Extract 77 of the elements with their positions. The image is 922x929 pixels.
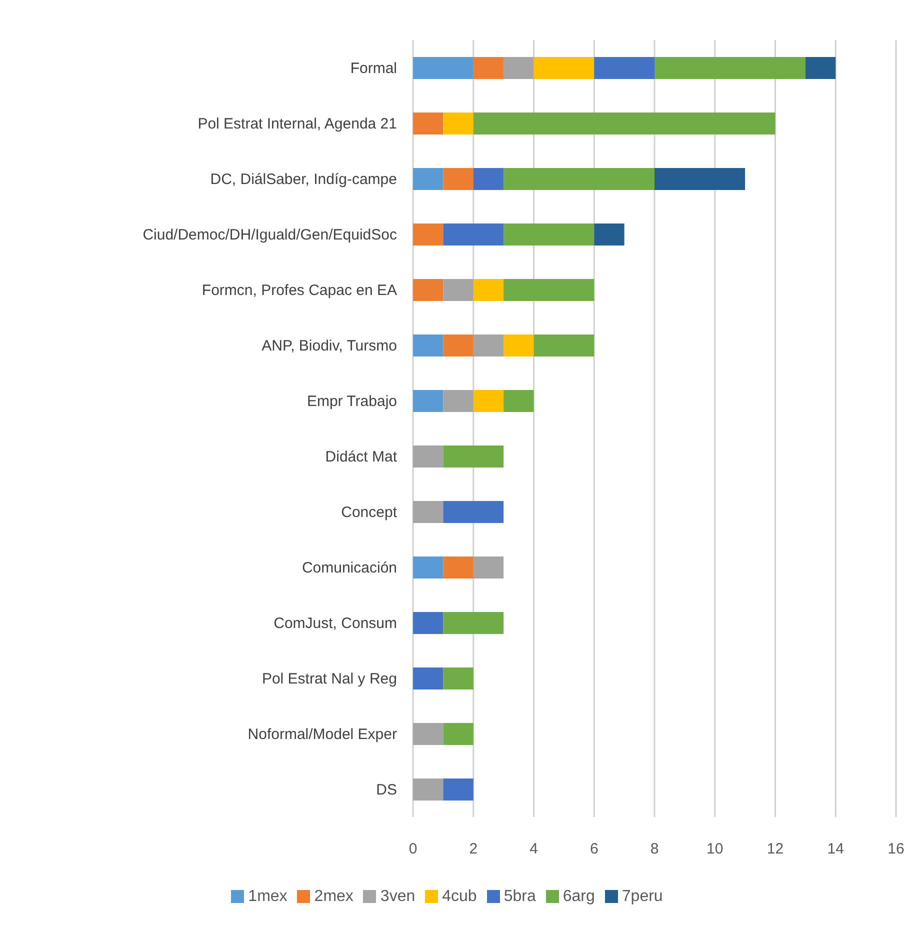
bar <box>443 556 474 578</box>
bar <box>534 334 594 356</box>
bar <box>443 501 504 523</box>
bar <box>413 501 444 523</box>
y-tick-label: Pol Estrat Internal, Agenda 21 <box>198 116 397 133</box>
bar <box>594 57 654 79</box>
legend-label: 6arg <box>562 888 595 905</box>
bar <box>504 279 594 301</box>
bar <box>443 279 474 301</box>
x-tick-label: 6 <box>590 840 598 858</box>
bar <box>504 390 534 412</box>
y-tick-label: Noformal/Model Exper <box>248 726 397 744</box>
bar <box>654 168 746 190</box>
bar <box>413 612 444 634</box>
bar <box>504 334 534 356</box>
bar <box>413 778 444 800</box>
y-tick-label: Pol Estrat Nal y Reg <box>262 670 397 688</box>
bar <box>594 224 624 246</box>
bar <box>473 390 504 412</box>
bar <box>443 334 474 356</box>
bar <box>473 334 504 356</box>
bar <box>443 390 474 412</box>
bar <box>443 778 474 800</box>
bar <box>413 390 444 412</box>
y-tick-label: Concept <box>341 504 398 522</box>
x-tick-label: 16 <box>888 840 904 858</box>
legend-label: 1mex <box>248 888 288 905</box>
y-tick-label: Ciud/Democ/DH/Iguald/Gen/EquidSoc <box>142 226 398 244</box>
legend-label: 2mex <box>314 888 354 905</box>
x-tick-label: 12 <box>766 840 784 858</box>
bar <box>413 446 444 468</box>
legend-label: 3ven <box>380 888 416 905</box>
bar <box>413 168 444 190</box>
bar <box>473 57 504 79</box>
x-tick-label: 10 <box>706 840 724 858</box>
bar <box>413 224 444 246</box>
bar <box>413 723 444 745</box>
bar <box>504 168 654 190</box>
bar <box>473 556 504 578</box>
y-tick-label: Comunicación <box>302 560 397 577</box>
bar <box>504 57 534 79</box>
x-tick-label: 8 <box>650 840 659 858</box>
bar <box>443 168 474 190</box>
bar <box>413 279 444 301</box>
legend-label: 4cub <box>442 888 477 905</box>
bar <box>413 556 444 578</box>
bar <box>473 279 504 301</box>
bar <box>443 446 504 468</box>
y-tick-label: DS <box>376 782 397 799</box>
bar <box>443 723 474 745</box>
bar <box>413 334 444 356</box>
bar <box>443 668 474 690</box>
bar <box>654 57 806 79</box>
bar <box>473 112 776 134</box>
bar <box>805 57 836 79</box>
x-tick-label: 4 <box>530 840 538 858</box>
y-tick-label: Formal <box>350 60 397 78</box>
legend-label: 7peru <box>622 888 663 905</box>
y-tick-label: Empr Trabajo <box>306 393 397 410</box>
y-tick-label: ComJust, Consum <box>274 615 397 632</box>
legend-label: 5bra <box>504 888 536 905</box>
bar <box>443 612 504 634</box>
y-tick-label: Didáct Mat <box>325 448 398 466</box>
bar <box>534 57 594 79</box>
bar <box>443 224 504 246</box>
y-tick-label: ANP, Biodiv, Tursmo <box>262 338 397 355</box>
y-tick-label: DC, DiálSaber, Indíg-campe <box>210 171 397 188</box>
x-tick-label: 14 <box>827 840 844 858</box>
y-tick-label: Formcn, Profes Capac en EA <box>202 282 397 300</box>
bar <box>413 668 444 690</box>
bar <box>504 224 594 246</box>
x-tick-label: 2 <box>469 840 478 858</box>
bar <box>473 168 504 190</box>
bar <box>413 112 444 134</box>
bar <box>413 57 474 79</box>
bar <box>443 112 474 134</box>
x-tick-label: 0 <box>408 840 418 858</box>
